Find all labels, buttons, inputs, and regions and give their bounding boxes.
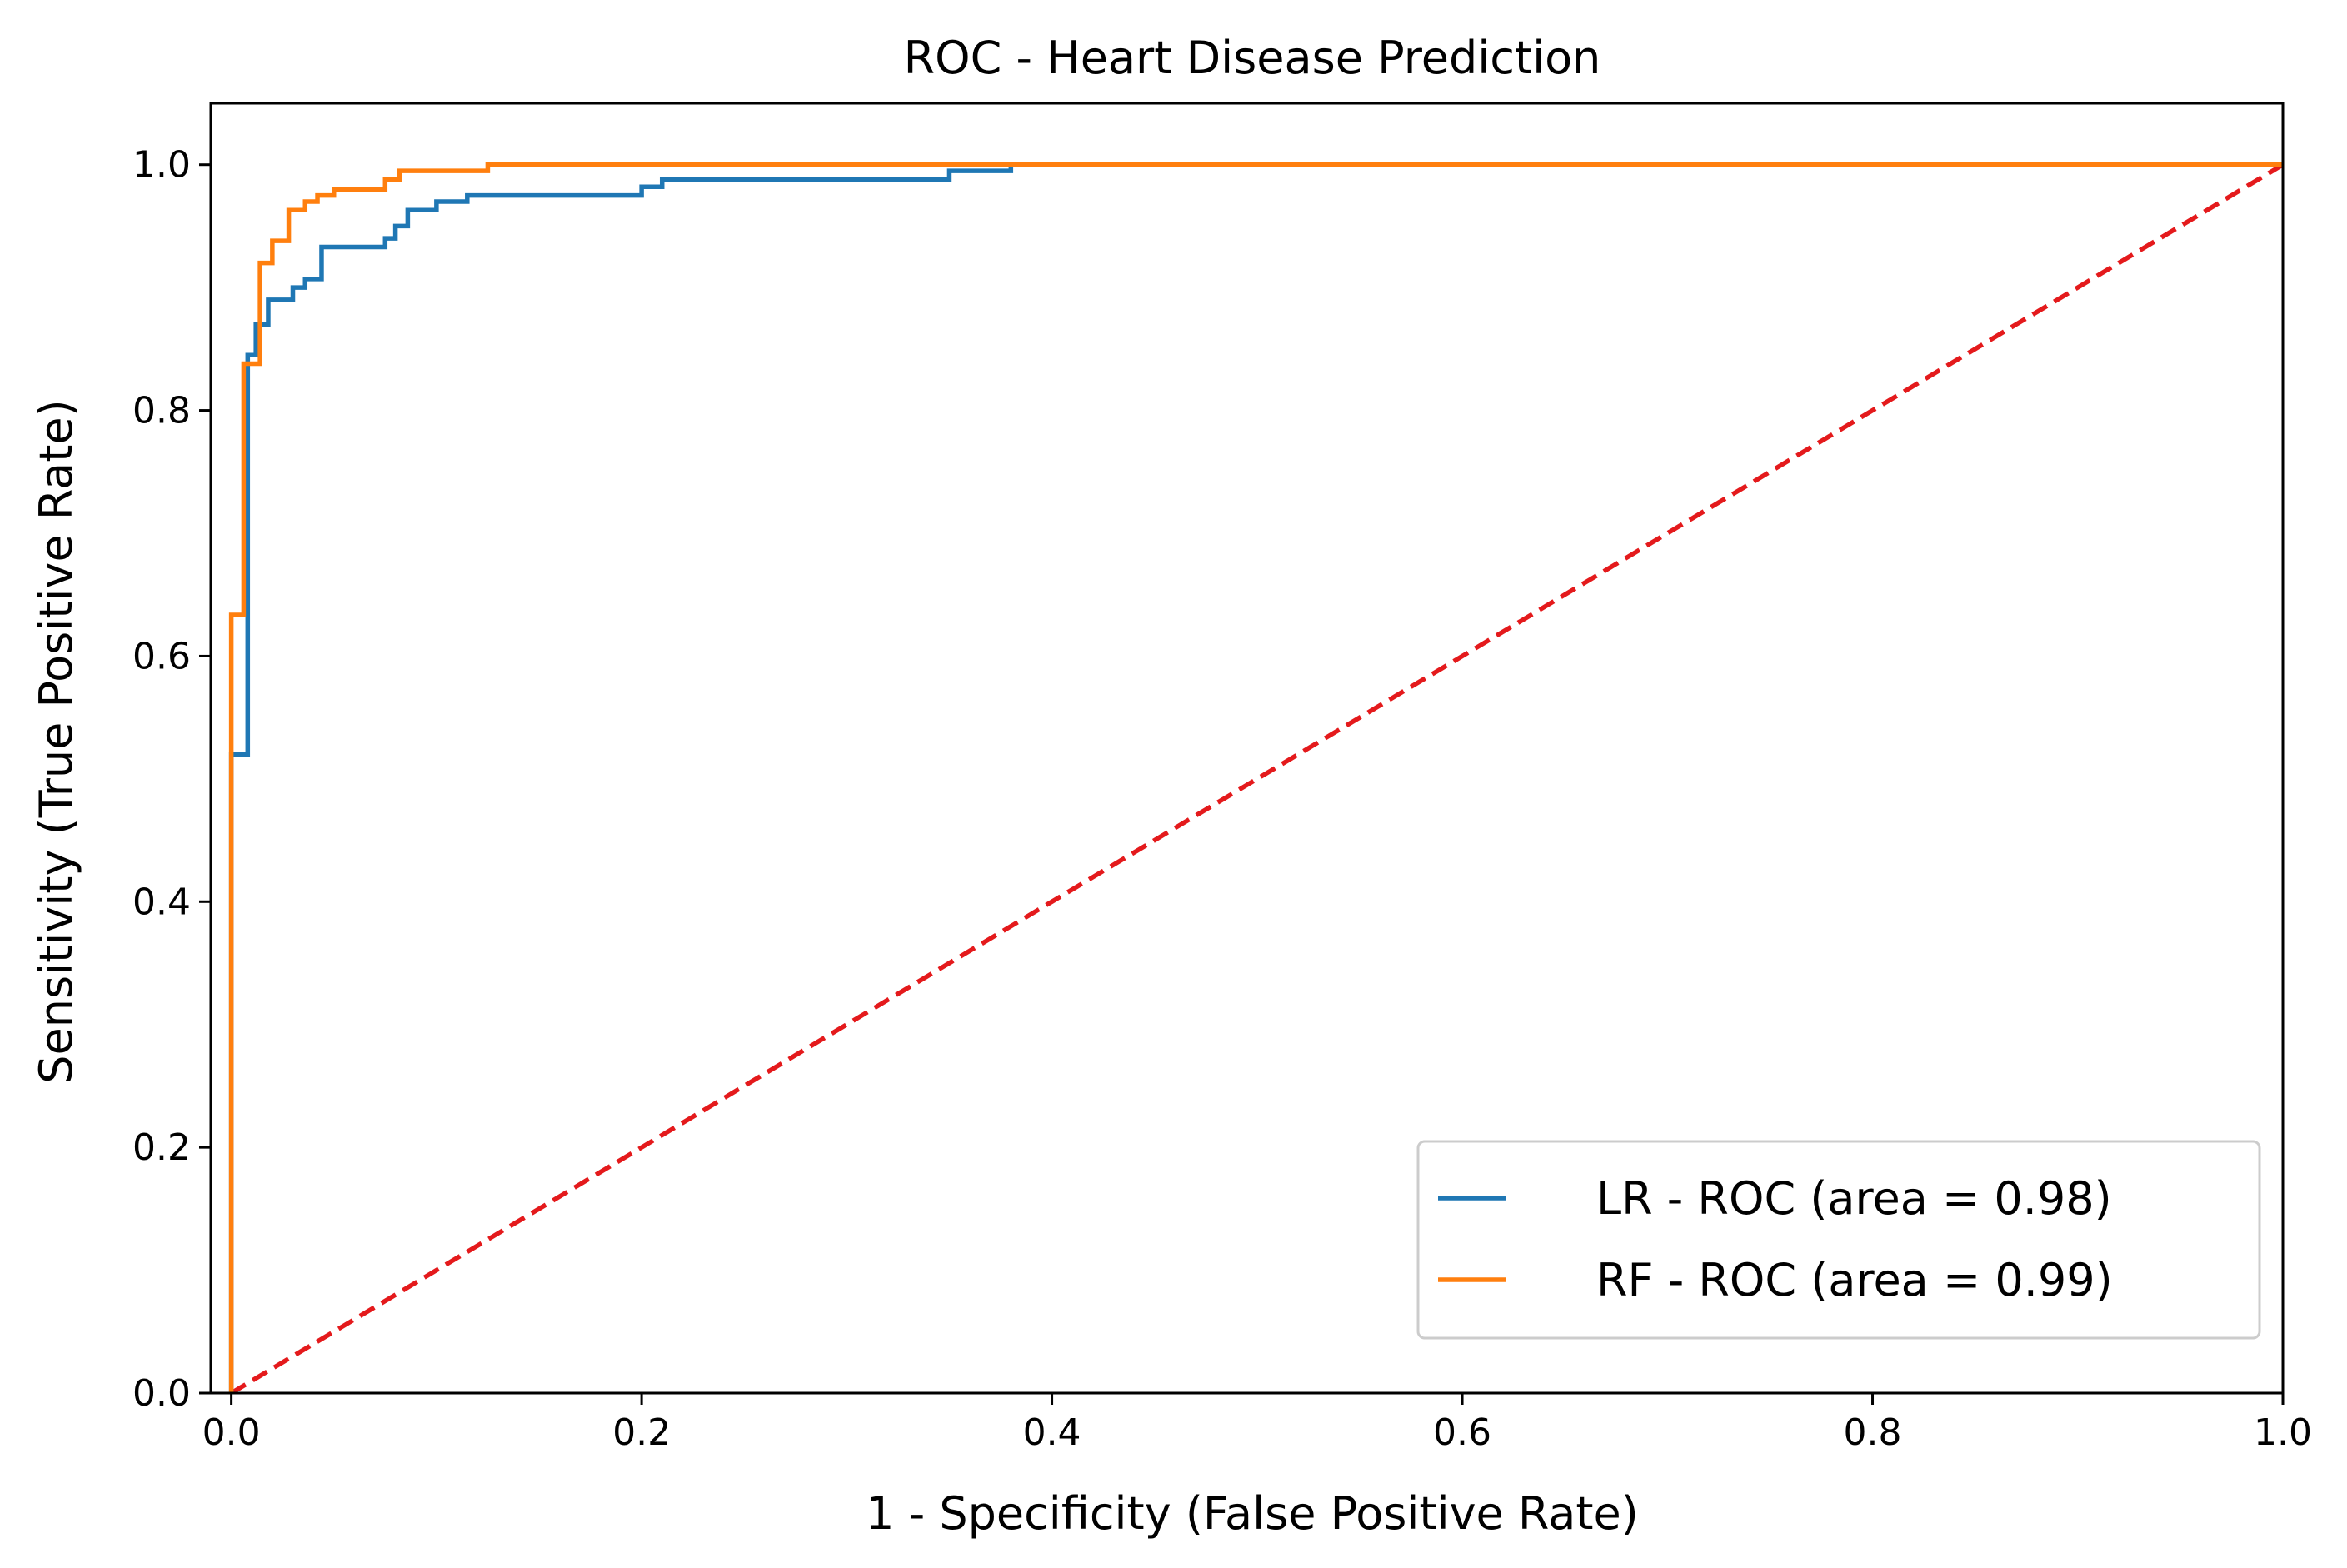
roc-series-line-rf (228, 162, 2283, 1393)
x-tick-label: 0.2 (612, 1411, 671, 1454)
y-tick-label: 0.4 (132, 881, 191, 923)
axes-frame (209, 102, 2285, 1395)
y-tick-label: 1.0 (132, 144, 191, 187)
axes: 0.0 0.2 0.4 0.6 0.8 1.0 0.0 0.2 0.4 0.6 0.8 1.0 (132, 102, 2312, 1454)
y-tick-label: 0.0 (132, 1372, 191, 1415)
chart-title: ROC - Heart Disease Prediction (904, 32, 1601, 84)
x-tick-label: 0.0 (202, 1411, 261, 1454)
x-tick-label: 0.6 (1433, 1411, 1491, 1454)
legend: LR - ROC (area = 0.98) RF - ROC (area = 0… (1416, 1140, 2261, 1340)
y-axis-label: Sensitivity (True Positive Rate) (30, 399, 82, 1083)
legend-box (1416, 1140, 2261, 1340)
y-tick-label: 0.6 (132, 635, 191, 677)
plot-area (228, 162, 2283, 1393)
x-axis-label: 1 - Specificity (False Positive Rate) (866, 1487, 1639, 1540)
legend-label: LR - ROC (area = 0.98) (1596, 1172, 2112, 1225)
y-tick-label: 0.8 (132, 390, 191, 432)
x-tick-label: 0.4 (1023, 1411, 1081, 1454)
y-tick-label: 0.2 (132, 1126, 191, 1169)
legend-label: RF - ROC (area = 0.99) (1596, 1254, 2113, 1306)
x-tick-label: 1.0 (2254, 1411, 2312, 1454)
x-tick-label: 0.8 (1844, 1411, 1902, 1454)
